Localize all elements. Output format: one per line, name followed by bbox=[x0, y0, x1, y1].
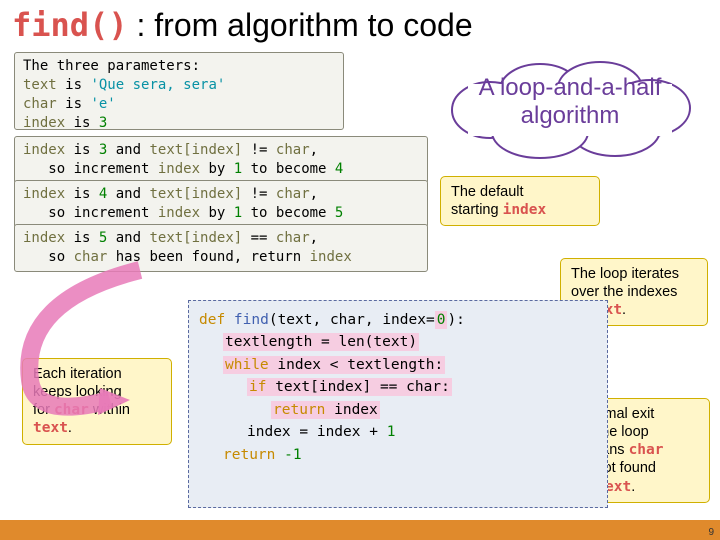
trace-step-3: index is 5 and text[index] == char, so c… bbox=[14, 224, 428, 272]
title-fn: find() bbox=[12, 6, 128, 44]
title-rest: : from algorithm to code bbox=[128, 7, 473, 43]
page-number: 9 bbox=[708, 527, 714, 538]
trace-step-1: index is 3 and text[index] != char, so i… bbox=[14, 136, 428, 184]
param-line: text is 'Que sera, sera' bbox=[23, 76, 335, 95]
code-line: if text[index] == char: bbox=[247, 376, 597, 398]
slide-title: find() : from algorithm to code bbox=[0, 0, 720, 46]
footer-bar: 9 bbox=[0, 520, 720, 540]
parameters-panel: The three parameters: text is 'Que sera,… bbox=[14, 52, 344, 130]
code-line: def find(text, char, index=0): bbox=[199, 309, 597, 331]
param-line: char is 'e' bbox=[23, 95, 335, 114]
cloud-callout: A loop-and-a-half algorithm bbox=[440, 60, 700, 148]
code-line: return -1 bbox=[223, 444, 597, 466]
param-line: index is 3 bbox=[23, 114, 335, 133]
code-line: while index < textlength: bbox=[223, 354, 597, 376]
code-block: def find(text, char, index=0): textlengt… bbox=[188, 300, 608, 508]
param-line: The three parameters: bbox=[23, 57, 335, 76]
cloud-text: A loop-and-a-half algorithm bbox=[440, 74, 700, 130]
code-line: return index bbox=[271, 399, 597, 421]
callout-each-iteration: Each iteration keeps looking for char wi… bbox=[22, 358, 172, 445]
code-line: index = index + 1 bbox=[247, 421, 597, 443]
callout-default-index: The default starting index bbox=[440, 176, 600, 226]
code-line: textlength = len(text) bbox=[223, 331, 597, 353]
trace-step-2: index is 4 and text[index] != char, so i… bbox=[14, 180, 428, 228]
